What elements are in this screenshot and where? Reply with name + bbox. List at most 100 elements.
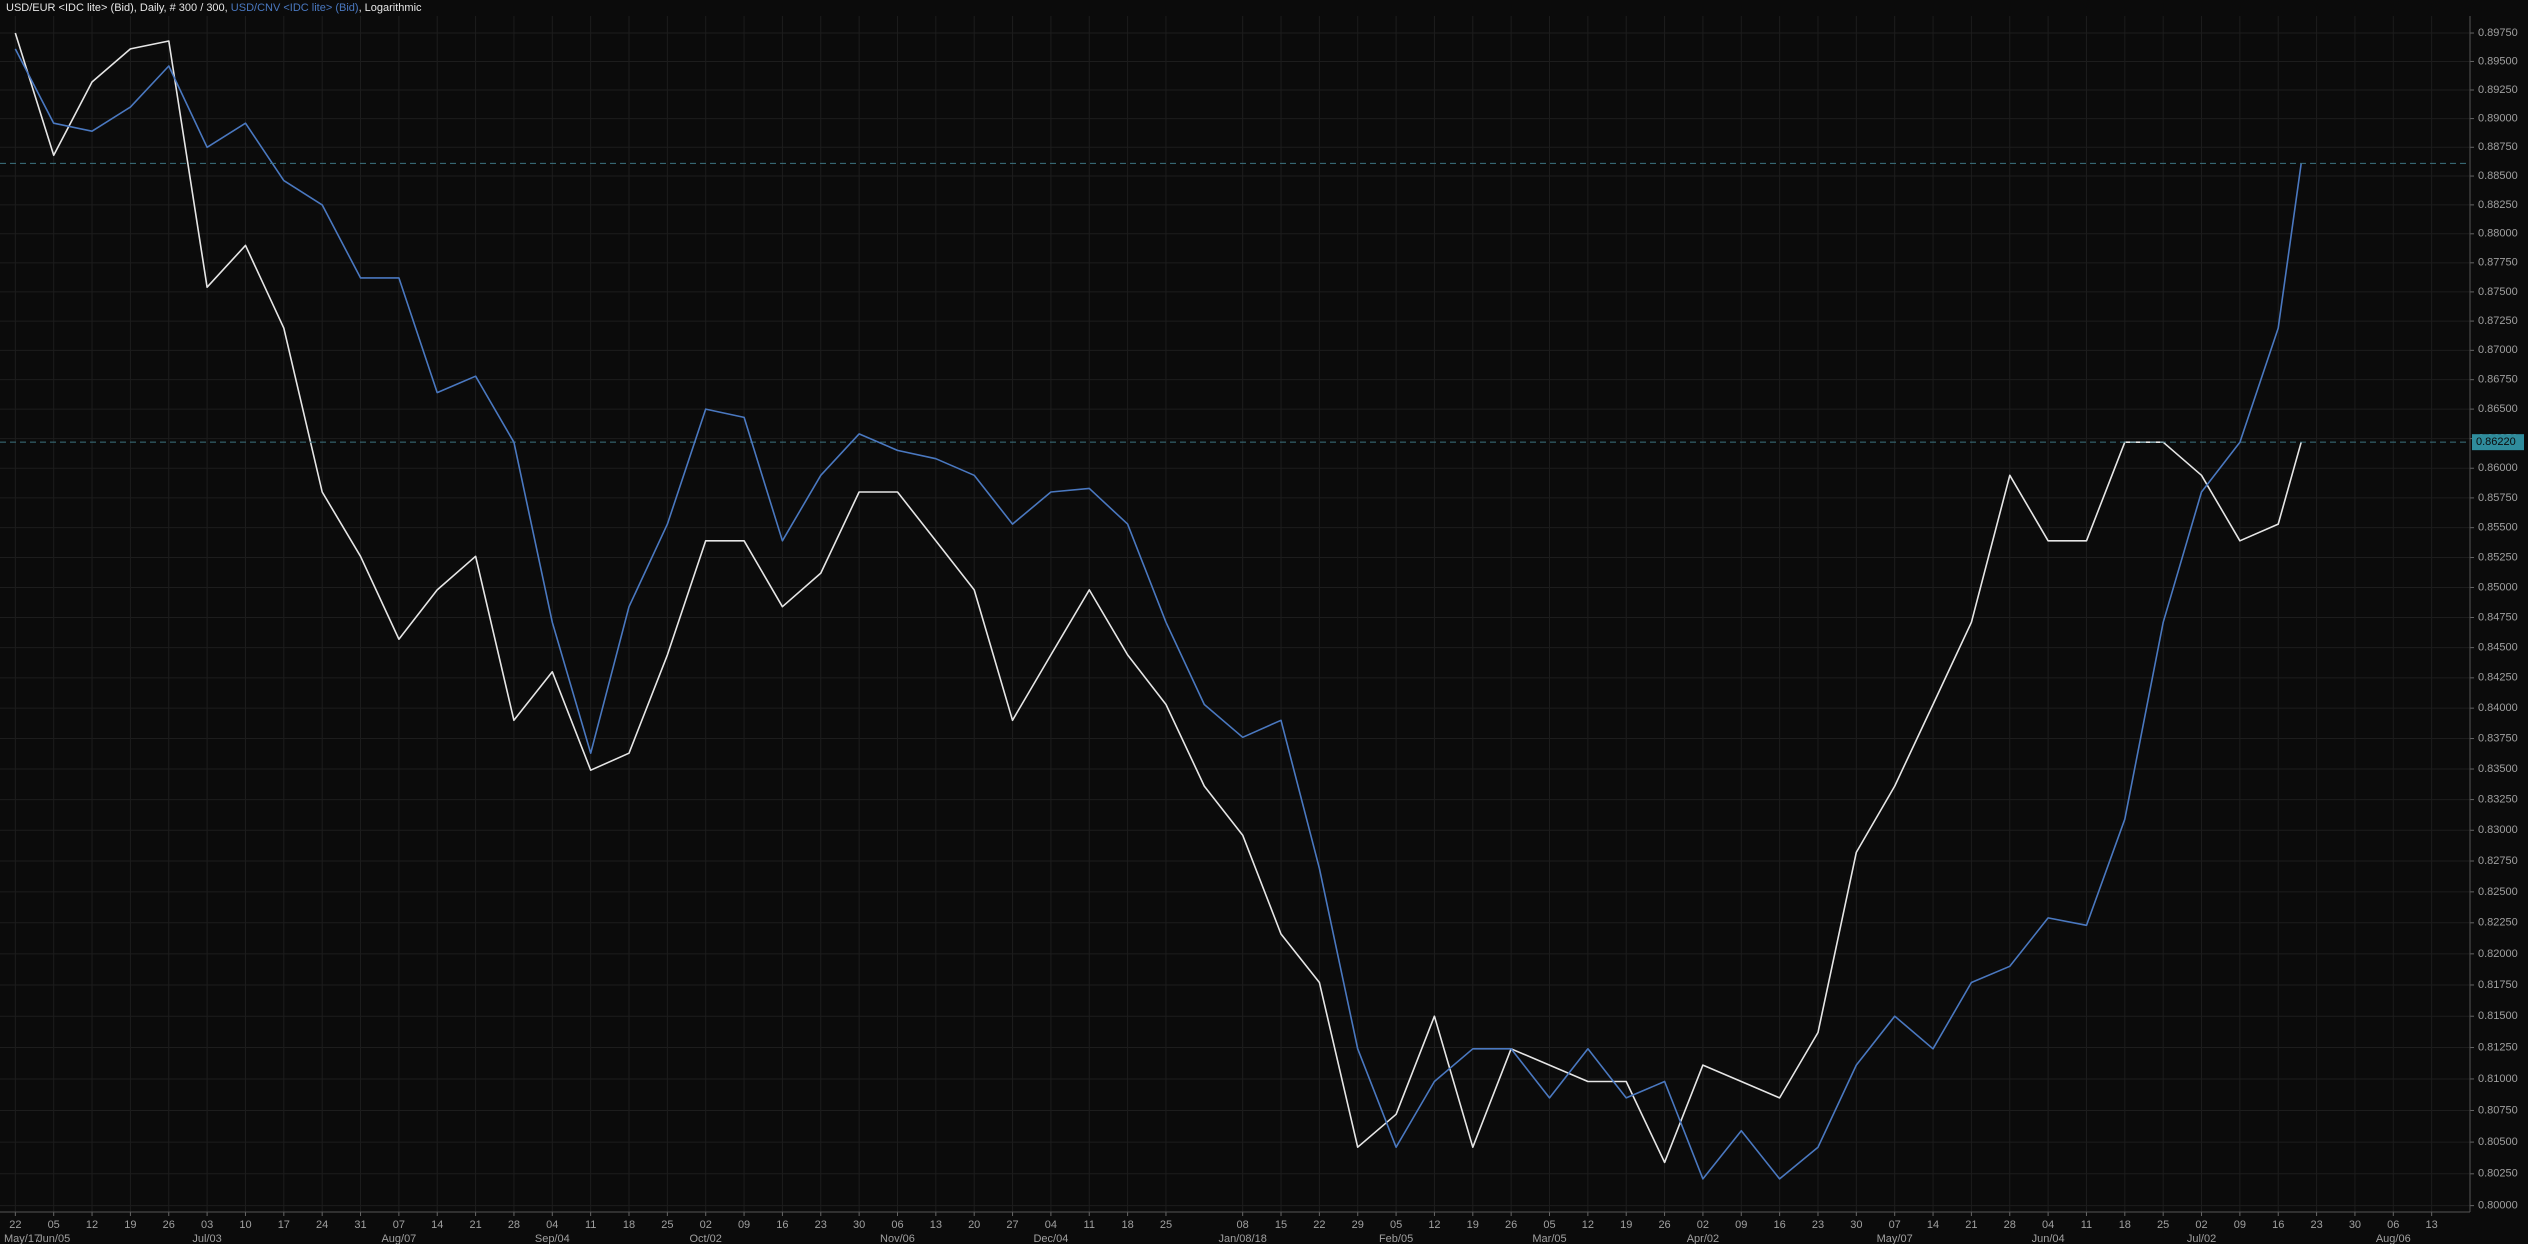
x-tick-label: 03 [201,1219,213,1231]
y-tick-label: 0.86500 [2478,403,2518,415]
x-month-label: Nov/06 [880,1233,915,1244]
chart-info: , Daily, # 300 / 300, [134,2,231,14]
x-tick-label: 23 [1812,1219,1824,1231]
y-tick-label: 0.83000 [2478,824,2518,836]
x-tick-label: 28 [2004,1219,2016,1231]
x-tick-label: 22 [9,1219,21,1231]
y-tick-label: 0.87000 [2478,344,2518,356]
y-tick-label: 0.81000 [2478,1073,2518,1085]
x-tick-label: 11 [2081,1219,2092,1231]
x-tick-label: 21 [1965,1219,1977,1231]
x-tick-label: 30 [853,1219,865,1231]
x-tick-label: 09 [2234,1219,2246,1231]
x-tick-label: 02 [700,1219,712,1231]
x-month-label: Jul/02 [2187,1233,2216,1244]
x-tick-label: 17 [278,1219,290,1231]
x-tick-label: 09 [738,1219,750,1231]
x-tick-label: 04 [546,1219,558,1231]
x-month-label: Dec/04 [1033,1233,1068,1244]
chart-title: USD/EUR <IDC lite> (Bid), Daily, # 300 /… [6,2,422,14]
y-tick-label: 0.84500 [2478,642,2518,654]
x-tick-label: 19 [1467,1219,1479,1231]
y-tick-label: 0.87750 [2478,257,2518,269]
y-tick-label: 0.82750 [2478,855,2518,867]
last-value-label: 0.86220 [2476,436,2516,448]
x-tick-label: 16 [776,1219,788,1231]
y-tick-label: 0.88750 [2478,141,2518,153]
x-tick-label: 25 [661,1219,673,1231]
y-tick-label: 0.80750 [2478,1104,2518,1116]
x-tick-label: 14 [1927,1219,1939,1231]
y-tick-label: 0.80000 [2478,1200,2518,1212]
x-month-label: Mar/05 [1532,1233,1566,1244]
x-tick-label: 06 [2387,1219,2399,1231]
x-month-label: Jun/05 [37,1233,70,1244]
x-tick-label: 25 [1160,1219,1172,1231]
x-tick-label: 04 [2042,1219,2054,1231]
x-tick-label: 18 [2119,1219,2131,1231]
y-tick-label: 0.80250 [2478,1168,2518,1180]
last-value-box [2472,434,2524,451]
y-tick-label: 0.85750 [2478,492,2518,504]
y-tick-label: 0.81250 [2478,1041,2518,1053]
x-tick-label: 24 [316,1219,328,1231]
x-tick-label: 29 [1352,1219,1364,1231]
y-tick-label: 0.88250 [2478,199,2518,211]
y-tick-label: 0.82250 [2478,917,2518,929]
y-tick-label: 0.82000 [2478,948,2518,960]
y-tick-label: 0.85000 [2478,581,2518,593]
x-tick-label: 07 [1889,1219,1901,1231]
x-tick-label: 05 [48,1219,60,1231]
x-month-label: Aug/07 [381,1233,416,1244]
x-tick-label: 25 [2157,1219,2169,1231]
y-tick-label: 0.81750 [2478,979,2518,991]
y-tick-label: 0.84750 [2478,611,2518,623]
x-tick-label: 23 [2310,1219,2322,1231]
series-name: USD/CNV <IDC lite> (Bid) [231,2,359,14]
x-tick-label: 11 [1084,1219,1095,1231]
y-tick-label: 0.85250 [2478,551,2518,563]
x-month-label: Jul/03 [192,1233,221,1244]
x-tick-label: 30 [2349,1219,2361,1231]
x-tick-label: 02 [2195,1219,2207,1231]
series-line [14,32,2302,1164]
x-tick-label: 07 [393,1219,405,1231]
scale-label: , Logarithmic [359,2,422,14]
y-tick-label: 0.89500 [2478,55,2518,67]
x-tick-label: 11 [585,1219,596,1231]
x-tick-label: 26 [1505,1219,1517,1231]
x-tick-label: 16 [2272,1219,2284,1231]
x-tick-label: 16 [1774,1219,1786,1231]
x-month-label: Apr/02 [1687,1233,1719,1244]
x-month-label: Jun/04 [2032,1233,2065,1244]
x-month-label: Oct/02 [690,1233,722,1244]
y-tick-label: 0.83500 [2478,763,2518,775]
y-tick-label: 0.81500 [2478,1010,2518,1022]
x-tick-label: 04 [1045,1219,1057,1231]
x-tick-label: 06 [891,1219,903,1231]
x-tick-label: 08 [1237,1219,1249,1231]
x-tick-label: 30 [1850,1219,1862,1231]
x-tick-label: 15 [1275,1219,1287,1231]
y-tick-label: 0.83750 [2478,732,2518,744]
series-name: USD/EUR <IDC lite> (Bid) [6,2,134,14]
y-tick-label: 0.89750 [2478,27,2518,39]
x-tick-label: 10 [239,1219,251,1231]
y-tick-label: 0.86000 [2478,462,2518,474]
x-tick-label: 28 [508,1219,520,1231]
y-tick-label: 0.85500 [2478,522,2518,534]
x-tick-label: 12 [86,1219,98,1231]
series-line [14,48,2302,1180]
y-tick-label: 0.83250 [2478,793,2518,805]
x-tick-label: 27 [1006,1219,1018,1231]
y-tick-label: 0.89000 [2478,112,2518,124]
x-month-label: Aug/06 [2376,1233,2411,1244]
x-tick-label: 12 [1428,1219,1440,1231]
x-tick-label: 19 [1620,1219,1632,1231]
x-tick-label: 23 [815,1219,827,1231]
x-tick-label: 14 [431,1219,443,1231]
x-tick-label: 18 [623,1219,635,1231]
x-tick-label: 20 [968,1219,980,1231]
x-month-label: Jan/08/18 [1219,1233,1267,1244]
